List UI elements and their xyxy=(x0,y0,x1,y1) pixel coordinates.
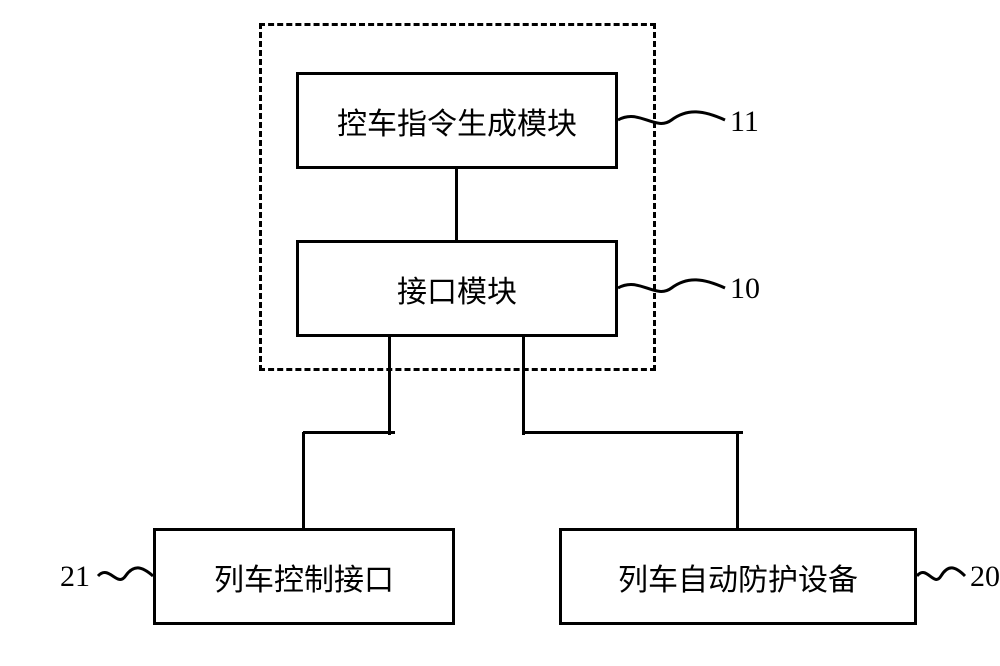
squiggle-11 xyxy=(618,105,725,135)
ref-label-10: 10 xyxy=(730,272,760,306)
node-cmd-gen: 控车指令生成模块 xyxy=(296,72,618,169)
ref-label-10-text: 10 xyxy=(730,272,760,305)
node-atp-equipment: 列车自动防护设备 xyxy=(559,528,917,625)
diagram-root: 控车指令生成模块 接口模块 列车控制接口 列车自动防护设备 11 10 21 2… xyxy=(0,0,1000,666)
node-atp-equipment-label: 列车自动防护设备 xyxy=(618,555,858,599)
connector xyxy=(302,432,305,531)
ref-label-21: 21 xyxy=(60,560,90,594)
node-cmd-gen-label: 控车指令生成模块 xyxy=(337,99,577,143)
squiggle-10 xyxy=(618,273,725,303)
node-interface-module-label: 接口模块 xyxy=(397,267,517,311)
squiggle-21 xyxy=(98,561,153,591)
connector xyxy=(523,431,743,434)
node-train-ctrl-iface-label: 列车控制接口 xyxy=(214,555,394,599)
ref-label-20-text: 20 xyxy=(970,560,1000,593)
ref-label-21-text: 21 xyxy=(60,560,90,593)
ref-label-20: 20 xyxy=(970,560,1000,594)
ref-label-11: 11 xyxy=(730,105,759,139)
squiggle-20 xyxy=(917,561,965,591)
connector xyxy=(388,337,391,435)
ref-label-11-text: 11 xyxy=(730,105,759,138)
connector xyxy=(455,169,458,240)
connector xyxy=(303,431,395,434)
connector xyxy=(736,432,739,531)
connector xyxy=(522,337,525,435)
node-interface-module: 接口模块 xyxy=(296,240,618,337)
node-train-ctrl-iface: 列车控制接口 xyxy=(153,528,455,625)
